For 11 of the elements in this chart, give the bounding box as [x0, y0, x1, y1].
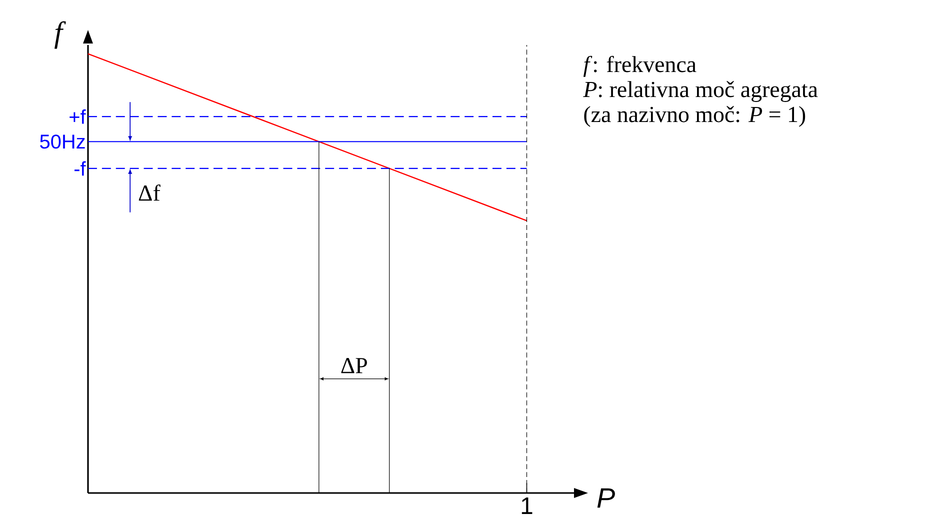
annotation: P: relativna moč agregata — [583, 81, 818, 102]
ref-line-label: +f — [70, 109, 86, 124]
annotation: (za nazivno moč: P = 1) — [584, 106, 806, 127]
annotation: f: frekvenca — [583, 56, 696, 77]
ref-line-label: -f — [74, 161, 86, 176]
annotation: ΔP — [341, 358, 367, 374]
y-axis-title: f — [54, 21, 66, 49]
x-axis-title: P — [597, 488, 615, 508]
annotation: Δf — [138, 184, 160, 201]
text: 1 — [522, 498, 532, 514]
ref-line-label: 50Hz — [40, 134, 85, 149]
